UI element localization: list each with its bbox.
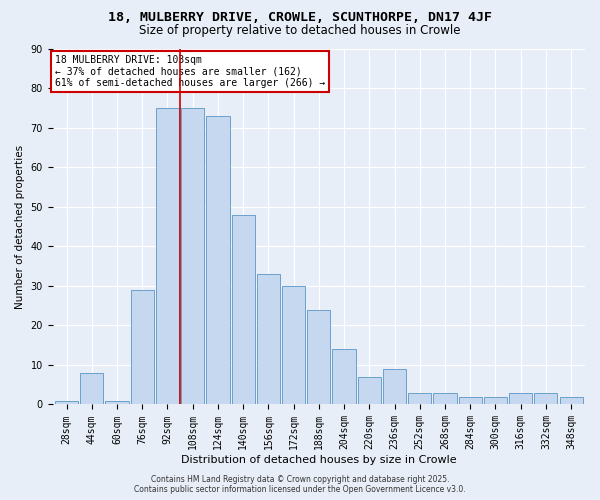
Bar — [534, 392, 557, 404]
Bar — [282, 286, 305, 405]
Bar — [131, 290, 154, 405]
Bar — [307, 310, 331, 404]
Bar — [433, 392, 457, 404]
Bar — [156, 108, 179, 405]
Bar — [408, 392, 431, 404]
Bar — [484, 396, 507, 404]
Text: Contains HM Land Registry data © Crown copyright and database right 2025.
Contai: Contains HM Land Registry data © Crown c… — [134, 474, 466, 494]
Bar — [232, 215, 255, 404]
Bar — [206, 116, 230, 405]
Text: 18 MULBERRY DRIVE: 103sqm
← 37% of detached houses are smaller (162)
61% of semi: 18 MULBERRY DRIVE: 103sqm ← 37% of detac… — [55, 55, 325, 88]
Bar — [509, 392, 532, 404]
Bar — [560, 396, 583, 404]
Bar — [257, 274, 280, 404]
Bar — [332, 349, 356, 405]
X-axis label: Distribution of detached houses by size in Crowle: Distribution of detached houses by size … — [181, 455, 457, 465]
Bar — [358, 377, 381, 404]
Text: 18, MULBERRY DRIVE, CROWLE, SCUNTHORPE, DN17 4JF: 18, MULBERRY DRIVE, CROWLE, SCUNTHORPE, … — [108, 11, 492, 24]
Bar — [80, 373, 103, 404]
Bar — [458, 396, 482, 404]
Bar — [383, 369, 406, 404]
Y-axis label: Number of detached properties: Number of detached properties — [15, 144, 25, 309]
Text: Size of property relative to detached houses in Crowle: Size of property relative to detached ho… — [139, 24, 461, 37]
Bar — [106, 400, 128, 404]
Bar — [55, 400, 78, 404]
Bar — [181, 108, 204, 405]
